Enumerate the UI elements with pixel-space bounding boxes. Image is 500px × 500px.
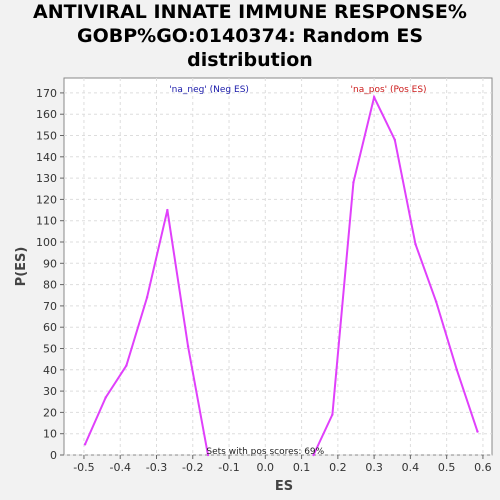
x-tick-label: -0.4: [109, 461, 130, 474]
y-tick-label: 80: [43, 279, 57, 292]
data-point: [186, 345, 190, 348]
pos-scores-annotation: Sets with pos scores: 69%: [206, 447, 324, 457]
data-point: [312, 453, 315, 457]
y-tick-label: 150: [36, 130, 57, 143]
legend-entry-neg: 'na_neg' (Neg ES): [169, 85, 249, 95]
y-tick-label: 50: [43, 343, 57, 356]
chart-title-line-3: distribution: [187, 49, 313, 71]
data-point: [455, 368, 459, 372]
data-point: [352, 181, 355, 184]
data-point: [476, 430, 479, 433]
legend-entry-pos: 'na_pos' (Pos ES): [351, 85, 427, 95]
y-tick-label: 120: [36, 193, 57, 206]
y-tick-label: 10: [43, 428, 57, 441]
chart-title-line-2: GOBP%GO:0140374: Random ES: [77, 25, 423, 47]
data-point: [83, 443, 87, 446]
y-tick-label: 0: [50, 449, 57, 462]
y-tick-label: 170: [36, 87, 57, 100]
data-point: [331, 413, 334, 416]
x-tick-label: 0.5: [438, 461, 456, 474]
x-tick-label: 0.6: [474, 461, 492, 474]
data-point: [206, 453, 210, 457]
x-tick-label: 0.4: [402, 461, 420, 474]
plot-area: [63, 77, 493, 456]
y-tick-label: 90: [43, 257, 57, 270]
legend: 'na_neg' (Neg ES) 'na_pos' (Pos ES): [169, 85, 426, 95]
x-tick-label: 0.2: [329, 461, 347, 474]
x-axis-ticks: -0.5 -0.4 -0.3 -0.2 -0.1 0.0 0.1 0.2 0.3 0.4 0.5 0.…: [73, 455, 492, 474]
data-point: [145, 296, 149, 299]
x-tick-label: -0.3: [146, 461, 167, 474]
chart-title-line-1: ANTIVIRAL INNATE IMMUNE RESPONSE%: [33, 1, 467, 23]
y-tick-label: 160: [36, 108, 57, 121]
data-point: [104, 396, 107, 399]
y-tick-label: 140: [36, 151, 57, 164]
x-tick-label: -0.5: [73, 461, 94, 474]
y-tick-label: 20: [43, 406, 57, 419]
x-tick-label: -0.2: [182, 461, 203, 474]
x-tick-label: 0.3: [365, 461, 383, 474]
x-tick-label: 0.1: [293, 461, 311, 474]
data-point: [434, 300, 438, 303]
grid: [64, 78, 492, 456]
x-axis-label: ES: [275, 479, 293, 494]
data-point: [393, 138, 396, 141]
y-tick-label: 130: [36, 172, 57, 185]
y-tick-label: 70: [43, 300, 57, 313]
y-tick-label: 30: [43, 385, 57, 398]
chart-title: ANTIVIRAL INNATE IMMUNE RESPONSE% GOBP%G…: [0, 0, 500, 72]
x-tick-label: -0.1: [218, 461, 239, 474]
x-tick-label: 0.0: [257, 461, 275, 474]
y-tick-label: 40: [43, 364, 57, 377]
data-point: [414, 242, 417, 246]
y-tick-label: 110: [36, 215, 57, 228]
series-group: [83, 94, 479, 457]
data-point: [125, 364, 128, 367]
data-point: [166, 208, 169, 212]
y-tick-label: 100: [36, 236, 57, 249]
y-tick-label: 60: [43, 321, 57, 334]
y-axis-label: P(ES): [14, 247, 29, 287]
data-point: [372, 95, 376, 99]
y-axis-ticks: 0 10 20 30 40 50 60 70 80 90 100 110 120 130 140 150 160…: [36, 87, 64, 462]
